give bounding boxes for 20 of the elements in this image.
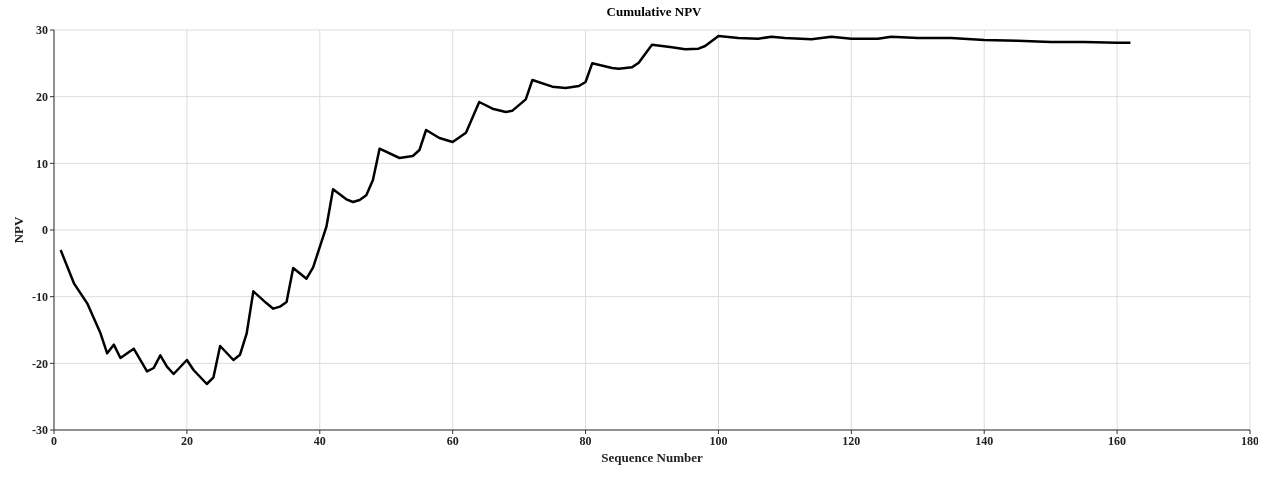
x-tick-label: 120 xyxy=(842,433,861,448)
x-tick-label: 40 xyxy=(313,433,326,448)
y-tick-label: -10 xyxy=(32,289,48,304)
y-tick-label: 0 xyxy=(42,223,48,238)
line-series xyxy=(59,34,1132,386)
x-tick-label: 60 xyxy=(446,433,459,448)
x-tick-label: 80 xyxy=(579,433,592,448)
y-axis-title: NPV xyxy=(10,216,26,244)
x-tick-label: 140 xyxy=(975,433,994,448)
x-tick-label: 160 xyxy=(1108,433,1127,448)
chart-title: Cumulative NPV xyxy=(605,4,703,19)
y-tick-label: 10 xyxy=(36,156,48,171)
y-tick-label: 20 xyxy=(36,89,48,104)
x-tick-label: 20 xyxy=(180,433,193,448)
x-axis-title: Sequence Number xyxy=(601,450,703,465)
y-tick-label: -20 xyxy=(32,356,48,371)
y-tick-label: 30 xyxy=(36,23,48,38)
x-tick-label: 100 xyxy=(709,433,728,448)
x-tick-label: 180 xyxy=(1241,433,1259,448)
y-tick-label: -30 xyxy=(32,423,48,438)
